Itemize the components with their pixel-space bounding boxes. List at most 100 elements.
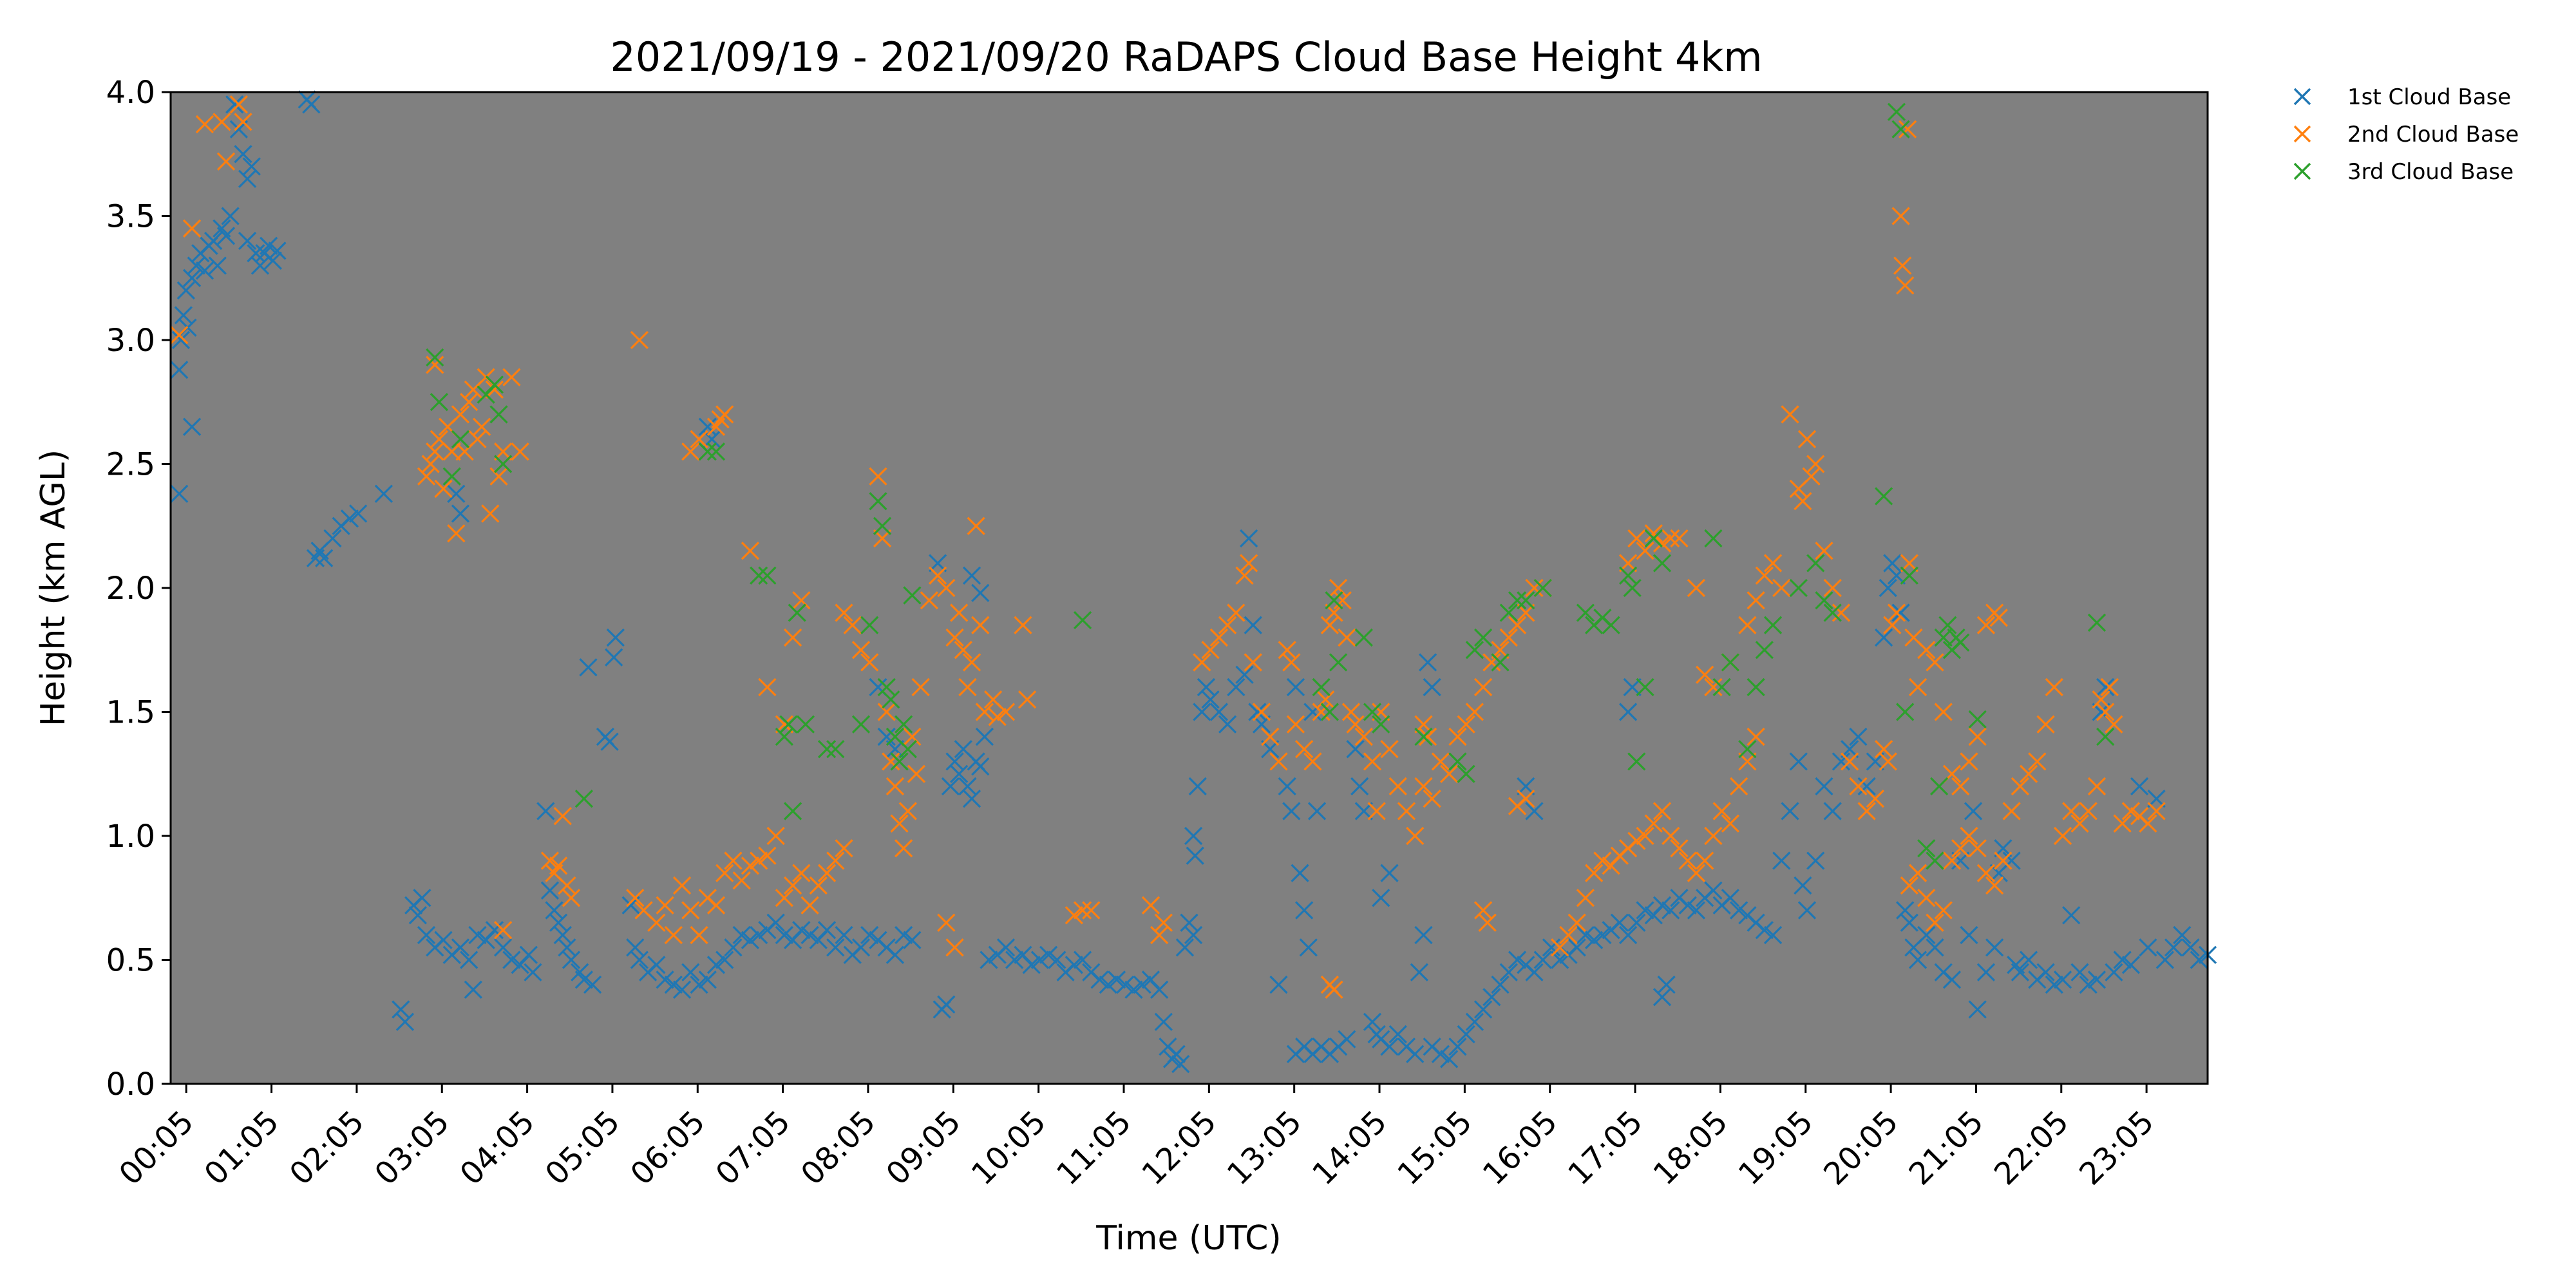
series-2-point [170, 326, 189, 345]
series-1-point [1618, 703, 1638, 721]
series-2-point [1448, 727, 1467, 746]
series-1-point [1278, 777, 1296, 796]
series-2-point [835, 603, 853, 622]
series-2-point [1934, 703, 1953, 721]
series-1-point [1030, 951, 1050, 969]
series-1-point [1372, 889, 1390, 907]
series-1-point [1508, 951, 1527, 969]
series-1-point [971, 583, 990, 602]
series-1-point [606, 628, 625, 647]
series-1-point [1473, 1000, 1493, 1019]
series-1-point [562, 951, 581, 969]
series-3-point [860, 616, 879, 634]
series-2-point [1989, 609, 2008, 627]
series-2-point [809, 876, 828, 895]
series-2-point [2011, 777, 2029, 796]
series-2-point [1896, 276, 1915, 295]
series-2-point [886, 777, 905, 796]
series-2-point [975, 703, 994, 721]
x-tick-label: 10:05 [965, 1104, 1053, 1192]
series-2-point [1823, 578, 1842, 598]
series-1-point [558, 938, 576, 957]
series-3-point [817, 740, 837, 759]
series-1-point [647, 956, 666, 974]
series-2-point [1269, 752, 1288, 771]
plot-area [171, 92, 2208, 1084]
series-3-point [485, 375, 504, 394]
y-tick-label: 0.0 [106, 1066, 155, 1103]
series-2-point [711, 410, 730, 429]
x-tick-label: 07:05 [709, 1104, 797, 1192]
legend-label: 1st Cloud Base [2347, 84, 2511, 110]
series-2-point [489, 467, 508, 486]
series-3-point [758, 566, 777, 585]
series-1-point [460, 951, 478, 969]
series-1-point [1282, 802, 1301, 820]
series-3-point [1747, 677, 1765, 697]
series-1-point [1154, 1012, 1173, 1031]
series-1-point [2002, 851, 2021, 870]
series-3-point [430, 393, 449, 412]
series-1-point [187, 256, 205, 275]
series-2-point [2036, 715, 2055, 734]
series-1-point [1968, 1000, 1987, 1019]
series-2-point [988, 708, 1007, 726]
series-2-point [540, 851, 560, 870]
series-1-point [1423, 677, 1441, 697]
series-1-point [1623, 677, 1642, 697]
series-1-point [895, 925, 913, 945]
series-2-point [1797, 430, 1817, 449]
series-1-point [605, 648, 623, 667]
series-1-point [1491, 975, 1510, 994]
series-1-point [579, 658, 598, 677]
x-tick-label: 01:05 [198, 1104, 286, 1192]
series-1-point [451, 504, 470, 523]
series-3-point [903, 586, 922, 605]
series-1-point [323, 529, 342, 548]
series-1-point [1729, 901, 1748, 920]
series-2-point [1670, 529, 1689, 548]
series-1-point [195, 261, 214, 280]
series-1-point [536, 802, 555, 820]
series-1-point [234, 145, 252, 164]
series-2-point [1473, 901, 1493, 920]
series-1-point [315, 549, 334, 567]
series-2-point [2113, 814, 2132, 833]
series-2-point [1857, 802, 1876, 820]
y-tick-label: 1.5 [106, 695, 155, 731]
series-1-point [1235, 665, 1254, 684]
series-1-point [1048, 951, 1066, 969]
series-1-point [1618, 925, 1638, 945]
series-1-point [690, 975, 708, 994]
series-1-point [962, 566, 981, 585]
series-2-point [958, 677, 977, 697]
series-1-point [1891, 603, 1910, 622]
series-1-point [2011, 963, 2029, 981]
series-2-point [1653, 534, 1672, 553]
series-1-point [937, 995, 956, 1014]
series-2-point [1240, 554, 1258, 573]
series-1-point [1721, 889, 1740, 907]
y-tick-label: 3.0 [106, 323, 155, 359]
series-1-point [1636, 901, 1654, 920]
legend: 1st Cloud Base 2nd Cloud Base 3rd Cloud Ba… [2293, 84, 2519, 185]
x-tick-label: 17:05 [1561, 1104, 1649, 1192]
series-1-point [519, 945, 538, 964]
series-3-point [1372, 715, 1390, 734]
series-3-point [1789, 578, 1808, 598]
series-2-point [1414, 777, 1433, 796]
series-2-point [1244, 653, 1262, 672]
series-1-point [268, 242, 287, 260]
series-1-point [1418, 653, 1437, 672]
series-1-point [208, 256, 227, 275]
series-2-point [1282, 653, 1301, 672]
series-3-point [873, 516, 892, 535]
series-1-point [950, 764, 969, 783]
series-2-point [681, 442, 700, 461]
series-1-point [204, 231, 223, 251]
series-2-point [1802, 467, 1821, 486]
series-2-point [2092, 690, 2110, 709]
series-2-point [681, 901, 700, 920]
series-3-point [1457, 764, 1475, 783]
